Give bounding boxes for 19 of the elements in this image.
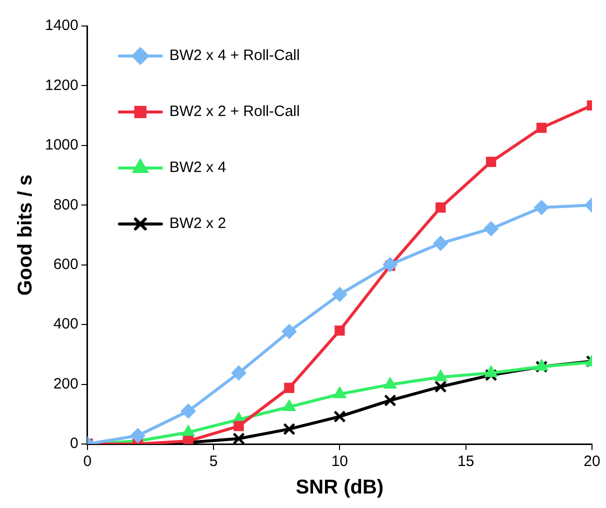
y-tick-label: 0: [70, 435, 78, 452]
x-tick-label: 5: [209, 453, 218, 470]
legend-label: BW2 x 4 + Roll-Call: [169, 47, 300, 64]
legend-label: BW2 x 2 + Roll-Call: [169, 103, 300, 120]
x-tick-label: 15: [458, 453, 474, 470]
y-tick-label: 1200: [44, 76, 78, 94]
x-tick-label: 10: [331, 453, 348, 470]
x-tick-label: 20: [584, 453, 600, 470]
y-tick-label: 800: [53, 196, 78, 214]
y-tick-label: 1400: [44, 17, 78, 34]
y-tick-label: 1000: [44, 136, 78, 154]
y-tick-label: 600: [53, 256, 78, 273]
legend-label: BW2 x 4: [169, 159, 226, 176]
legend-label: BW2 x 2: [169, 215, 226, 232]
x-tick-label: 0: [83, 453, 92, 470]
y-tick-label: 400: [53, 316, 78, 333]
x-axis-title: SNR (dB): [296, 476, 384, 499]
y-axis-title: Good bits / s: [14, 174, 37, 296]
y-tick-label: 200: [53, 375, 78, 392]
